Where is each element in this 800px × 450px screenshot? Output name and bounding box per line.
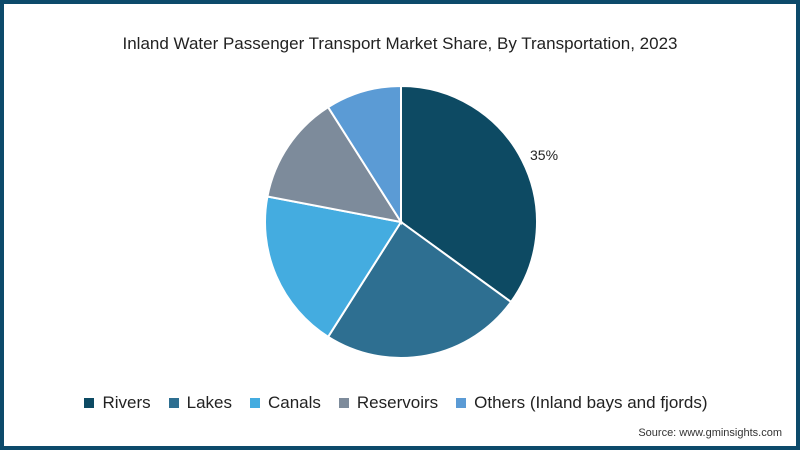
pie-slice-reservoirs xyxy=(266,105,404,224)
slice-label: 35% xyxy=(530,147,558,163)
legend-swatch-icon xyxy=(249,398,260,408)
legend-swatch-icon xyxy=(168,398,179,408)
legend: Rivers Lakes Canals Reservoirs Others (Inlan… xyxy=(0,393,792,413)
legend-swatch-icon xyxy=(456,398,467,408)
pie-slice-others xyxy=(326,84,402,226)
legend-swatch-icon xyxy=(84,398,95,408)
legend-swatch-icon xyxy=(338,398,349,408)
legend-label: Lakes xyxy=(186,393,232,412)
pie-slice-lakes xyxy=(326,220,513,359)
legend-label: Others (Inland bays and fjords) xyxy=(474,393,708,412)
pie-slice-rivers xyxy=(400,84,538,304)
pie-slice-canals xyxy=(264,195,403,339)
legend-item: Canals xyxy=(249,393,321,413)
legend-item: Others (Inland bays and fjords) xyxy=(456,393,708,413)
legend-item: Rivers xyxy=(84,393,151,413)
chart-title: Inland Water Passenger Transport Market … xyxy=(122,34,678,53)
source-note: Source: www.gminsights.com xyxy=(638,427,782,439)
legend-label: Rivers xyxy=(102,393,151,412)
legend-label: Canals xyxy=(267,393,321,412)
legend-label: Reservoirs xyxy=(356,393,439,412)
legend-item: Reservoirs xyxy=(338,393,439,413)
legend-item: Lakes xyxy=(168,393,232,413)
